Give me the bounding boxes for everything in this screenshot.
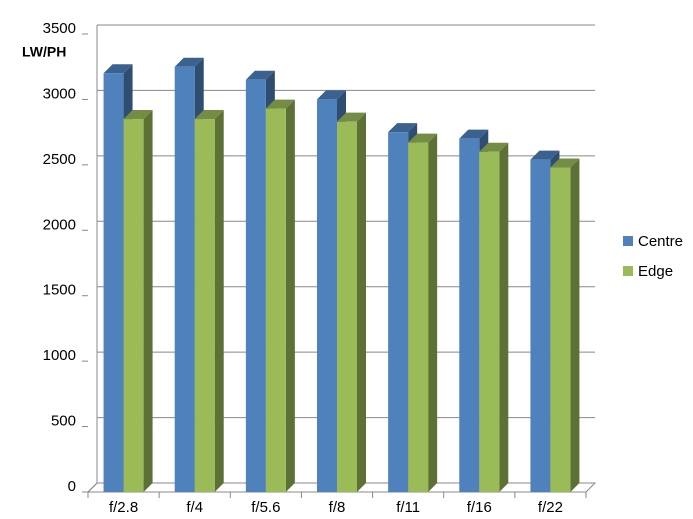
x-tick-label: f/16: [467, 499, 492, 516]
bar: [174, 66, 195, 492]
bar: [459, 138, 480, 492]
bar-top: [530, 150, 560, 160]
x-tick-label: f/2.8: [109, 499, 138, 516]
bar: [123, 119, 144, 493]
bar-top: [245, 70, 275, 80]
bar-top: [123, 110, 153, 120]
bar-side: [357, 112, 366, 492]
bar: [265, 108, 286, 493]
bar-side: [499, 142, 509, 492]
bar: [408, 142, 429, 492]
bar: [337, 121, 357, 492]
bar: [479, 151, 500, 492]
bar-top: [194, 110, 224, 120]
x-tick-label: f/11: [396, 499, 420, 516]
bar-side: [214, 110, 224, 493]
legend-swatch: [623, 236, 633, 246]
y-tick-label: 2500: [43, 151, 76, 168]
bar-top: [103, 64, 133, 74]
y-tick-label: 1500: [43, 282, 76, 299]
bar: [103, 73, 124, 492]
bar: [317, 99, 337, 492]
x-tick-label: f/5.6: [251, 499, 280, 516]
bar-top: [550, 158, 580, 168]
legend-label: Centre: [638, 233, 683, 250]
legend-swatch: [623, 266, 633, 276]
bar-top: [317, 90, 346, 100]
bar-side: [570, 158, 580, 492]
bar-top: [408, 133, 438, 143]
bar-top: [265, 99, 295, 109]
bar: [550, 167, 571, 492]
bar: [530, 159, 551, 492]
x-tick-label: f/22: [538, 499, 563, 516]
bar-side: [285, 99, 295, 493]
x-tick-label: f/4: [186, 499, 203, 516]
bar-top: [459, 129, 489, 139]
bar-top: [388, 123, 418, 133]
bar-top: [174, 57, 204, 67]
y-tick-label: 3500: [43, 20, 76, 37]
bar-top: [337, 112, 366, 122]
bar-top: [479, 142, 509, 152]
bar: [194, 119, 215, 493]
bar-side: [428, 133, 438, 492]
x-tick-label: f/8: [329, 499, 346, 516]
bar: [388, 132, 409, 492]
y-tick-label: 2000: [43, 216, 76, 233]
y-tick-label: 1000: [43, 347, 76, 364]
bar: [245, 79, 266, 493]
y-axis-label: LW/PH: [22, 44, 66, 60]
y-tick-label: 0: [68, 478, 76, 495]
y-tick-label: 3000: [43, 85, 76, 102]
bar-side: [143, 110, 153, 493]
legend-label: Edge: [638, 263, 673, 280]
y-tick-label: 500: [51, 413, 76, 430]
